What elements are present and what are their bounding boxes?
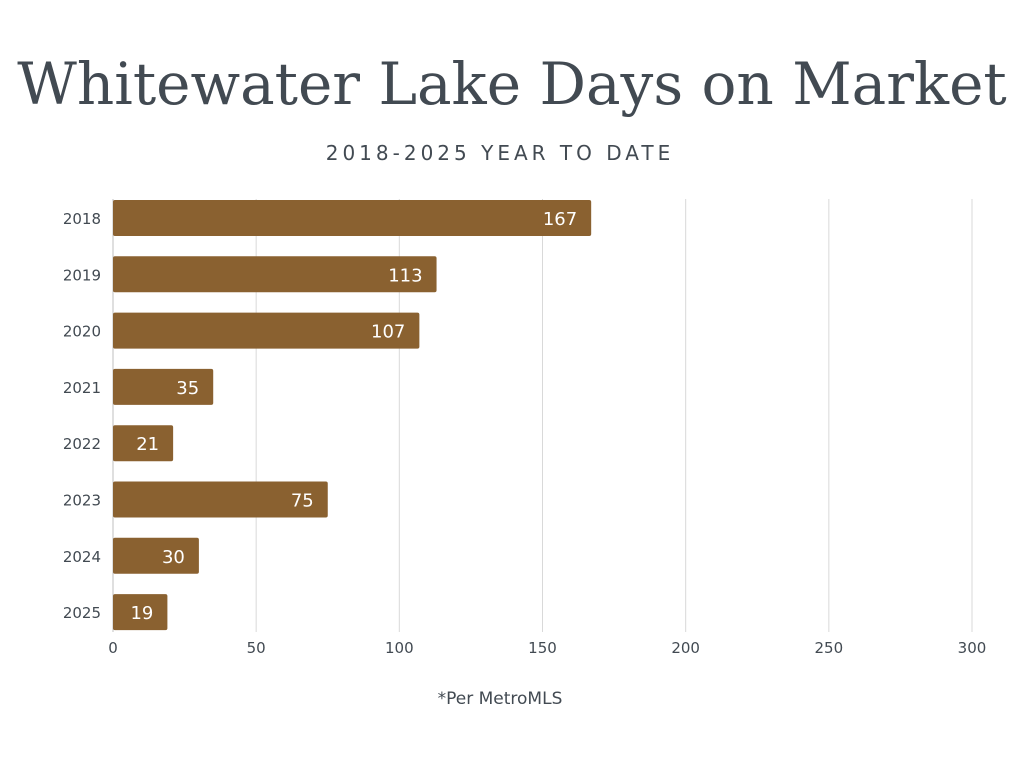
data-label: 167 bbox=[543, 209, 577, 230]
x-tick-label: 300 bbox=[958, 639, 987, 657]
data-label: 75 bbox=[291, 491, 314, 512]
data-label: 30 bbox=[162, 547, 185, 568]
category-label: 2023 bbox=[63, 492, 101, 510]
bar-2024 bbox=[113, 537, 199, 574]
x-tick-label: 0 bbox=[108, 639, 118, 657]
data-label: 21 bbox=[136, 434, 159, 455]
x-tick-label: 150 bbox=[528, 639, 557, 657]
bar-2022 bbox=[113, 425, 174, 462]
data-label: 35 bbox=[176, 378, 199, 399]
bar-2018 bbox=[113, 200, 592, 236]
x-tick-label: 100 bbox=[385, 639, 414, 657]
data-label: 113 bbox=[388, 265, 422, 286]
category-label: 2022 bbox=[63, 435, 101, 453]
category-label: 2019 bbox=[63, 266, 101, 284]
data-label: 19 bbox=[130, 603, 153, 624]
x-tick-label: 250 bbox=[815, 639, 844, 657]
category-label: 2024 bbox=[63, 548, 101, 566]
category-label: 2021 bbox=[63, 379, 101, 397]
bar-2025 bbox=[113, 594, 168, 631]
category-label: 2025 bbox=[63, 604, 101, 622]
category-label: 2020 bbox=[63, 323, 101, 341]
x-tick-label: 50 bbox=[247, 639, 266, 657]
bar-2020 bbox=[113, 312, 420, 349]
x-tick-label: 200 bbox=[671, 639, 700, 657]
bar-2019 bbox=[113, 256, 437, 293]
category-label: 2018 bbox=[63, 210, 101, 228]
bar-2021 bbox=[113, 368, 214, 405]
source-footnote: *Per MetroMLS bbox=[437, 689, 563, 709]
chart-subtitle: 2018-2025 YEAR TO DATE bbox=[325, 141, 675, 165]
chart-title: Whitewater Lake Days on Market bbox=[17, 50, 1007, 118]
bar-2023 bbox=[113, 481, 328, 518]
data-label: 107 bbox=[371, 322, 405, 343]
